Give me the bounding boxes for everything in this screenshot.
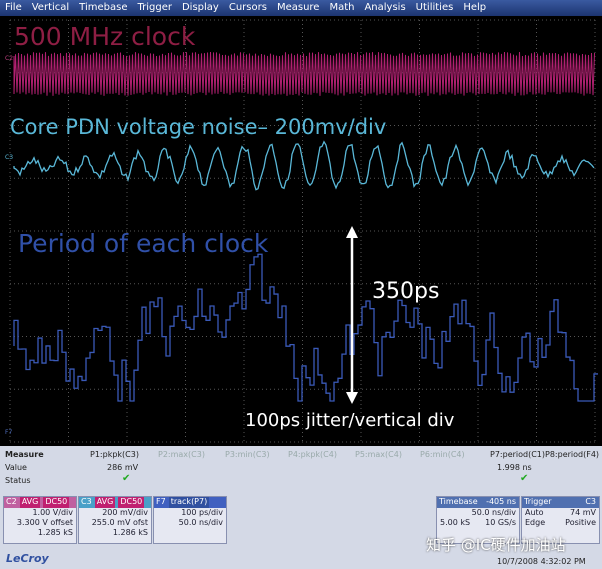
box-line: 50.0 ns/div (471, 508, 516, 517)
measure-header[interactable]: P7:period(C1) (490, 450, 546, 459)
channel-box[interactable]: C3 AVG DC50 200 mV/div 255.0 mV ofst 1.286 kS (78, 496, 152, 544)
annotation: Period of each clock (18, 229, 269, 258)
menu-item[interactable]: Display (181, 2, 219, 13)
channel-line: 3.300 V offset (16, 518, 73, 527)
measure-value: 1.998 ns (497, 463, 532, 472)
scope-screen: C2 C3 F7 500 MHz clock Core PDN voltage … (5, 19, 598, 443)
menu-item[interactable]: Utilities (415, 2, 454, 13)
measure-header[interactable]: P5:max(C4) (355, 450, 402, 459)
annotation: Core PDN voltage noise– 200mv/div (10, 115, 386, 139)
menu-item[interactable]: Cursors (228, 2, 267, 13)
menu-item[interactable]: Timebase (79, 2, 128, 13)
watermark: 知乎 @IC硬件加油站 (426, 536, 566, 554)
channel-tag: AVG (19, 497, 41, 508)
noise-trace (13, 140, 595, 191)
channel-header: C3 AVG DC50 (79, 497, 151, 508)
channel-line: 1.286 kS (112, 528, 148, 537)
channel-box[interactable]: F7 track(P7) 100 ps/div 50.0 ns/div (153, 496, 227, 544)
measure-header[interactable]: P3:min(C3) (225, 450, 270, 459)
menu-item[interactable]: Analysis (364, 2, 406, 13)
box-title: Trigger (524, 497, 552, 506)
channel-header: F7 track(P7) (154, 497, 226, 508)
channel-box[interactable]: C2 AVG DC50 1.00 V/div 3.300 V offset 1.285 k… (3, 496, 77, 544)
measure-header[interactable]: P4:pkpk(C4) (288, 450, 337, 459)
annotation: 100ps jitter/vertical div (245, 410, 455, 431)
menu-item[interactable]: Help (463, 2, 487, 13)
channel-tag: DC50 (118, 497, 145, 508)
box-title: Timebase (439, 497, 478, 506)
period-trace (13, 253, 598, 402)
box-line: Edge (525, 518, 546, 527)
row-label: Status (5, 476, 31, 485)
box-line: Positive (565, 518, 596, 527)
box-line: 5.00 kS (440, 518, 471, 527)
channel-tag: AVG (94, 497, 116, 508)
timebase-box[interactable]: Timebase -405 ns 50.0 ns/div 5.00 kS 10 GS… (436, 496, 520, 544)
box-line: Auto (525, 508, 544, 517)
measure-value: 286 mV (107, 463, 139, 472)
status-panel: Measure P1:pkpk(C3) P2:max(C3) P3:min(C3) P… (0, 446, 602, 569)
channel-line: 200 mV/div (102, 508, 148, 517)
box-line: 10 GS/s (485, 518, 516, 527)
status-check: ✔ (122, 473, 131, 484)
measure-header[interactable]: P1:pkpk(C3) (90, 450, 139, 459)
channel-label: C3 (81, 497, 92, 506)
timestamp: 10/7/2008 4:32:02 PM (497, 557, 586, 566)
status-check: ✔ (520, 473, 529, 484)
channel-header: C2 AVG DC50 (4, 497, 76, 508)
measure-title: Measure (5, 450, 44, 459)
annotation: 350ps (372, 279, 439, 304)
menu-item[interactable]: File (5, 2, 22, 13)
channel-tag: track(P7) (168, 497, 210, 508)
menu-item[interactable]: Trigger (137, 2, 172, 13)
channel-line: 50.0 ns/div (178, 518, 223, 527)
row-label: Value (5, 463, 27, 472)
menu-item[interactable]: Math (329, 2, 355, 13)
menu-item[interactable]: Vertical (31, 2, 70, 13)
measure-header[interactable]: P6:min(C4) (420, 450, 465, 459)
clock-trace (13, 51, 595, 96)
menu-bar: File Vertical Timebase Trigger Display Cursor… (0, 0, 602, 16)
annotation: 500 MHz clock (14, 22, 196, 51)
trigger-box[interactable]: Trigger C3 Auto 74 mV Edge Positive (521, 496, 600, 544)
brand: LeCroy (6, 552, 49, 565)
trace-label: F7 (5, 429, 12, 436)
channel-line: 1.285 kS (37, 528, 73, 537)
channel-line: 1.00 V/div (32, 508, 73, 517)
box-line: 74 mV (570, 508, 596, 517)
channel-label: F7 (156, 497, 166, 506)
box-value: -405 ns (486, 497, 516, 506)
trace-label: C3 (5, 154, 13, 161)
measure-header[interactable]: P2:max(C3) (158, 450, 205, 459)
channel-line: 100 ps/div (181, 508, 223, 517)
channel-tag: DC50 (43, 497, 70, 508)
menu-item[interactable]: Measure (276, 2, 320, 13)
box-value: C3 (585, 497, 596, 506)
channel-line: 255.0 mV ofst (91, 518, 148, 527)
trace-label: C2 (5, 55, 13, 62)
channel-label: C2 (6, 497, 17, 506)
measure-header[interactable]: P8:period(F4) (545, 450, 600, 459)
